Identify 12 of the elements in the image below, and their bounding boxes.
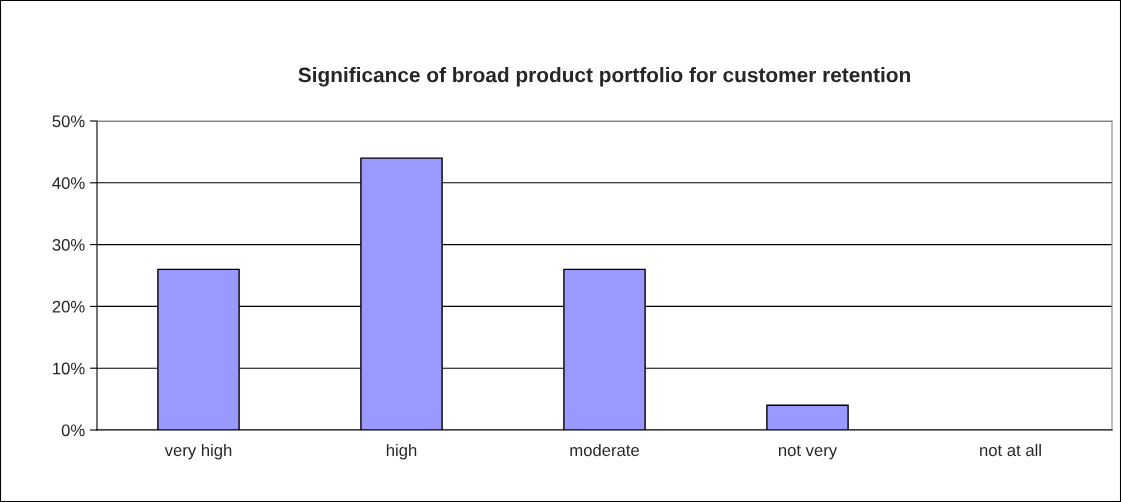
x-tick-label: not very xyxy=(778,445,838,460)
x-tick-label: high xyxy=(386,443,417,460)
y-tick-label: 50% xyxy=(52,115,85,128)
x-tick-label: very high xyxy=(164,443,232,460)
chart-title: Significance of broad product portfolio for customer retention xyxy=(298,67,910,87)
y-tick-label: 20% xyxy=(52,300,85,313)
x-tick-label: moderate xyxy=(570,443,639,457)
y-tick-label: 10% xyxy=(53,362,85,375)
y-tick-label: 40% xyxy=(52,177,85,189)
y-tick-label: 0% xyxy=(61,424,85,437)
x-tick-label: not at all xyxy=(980,443,1041,457)
y-tick-label: 30% xyxy=(52,239,85,251)
